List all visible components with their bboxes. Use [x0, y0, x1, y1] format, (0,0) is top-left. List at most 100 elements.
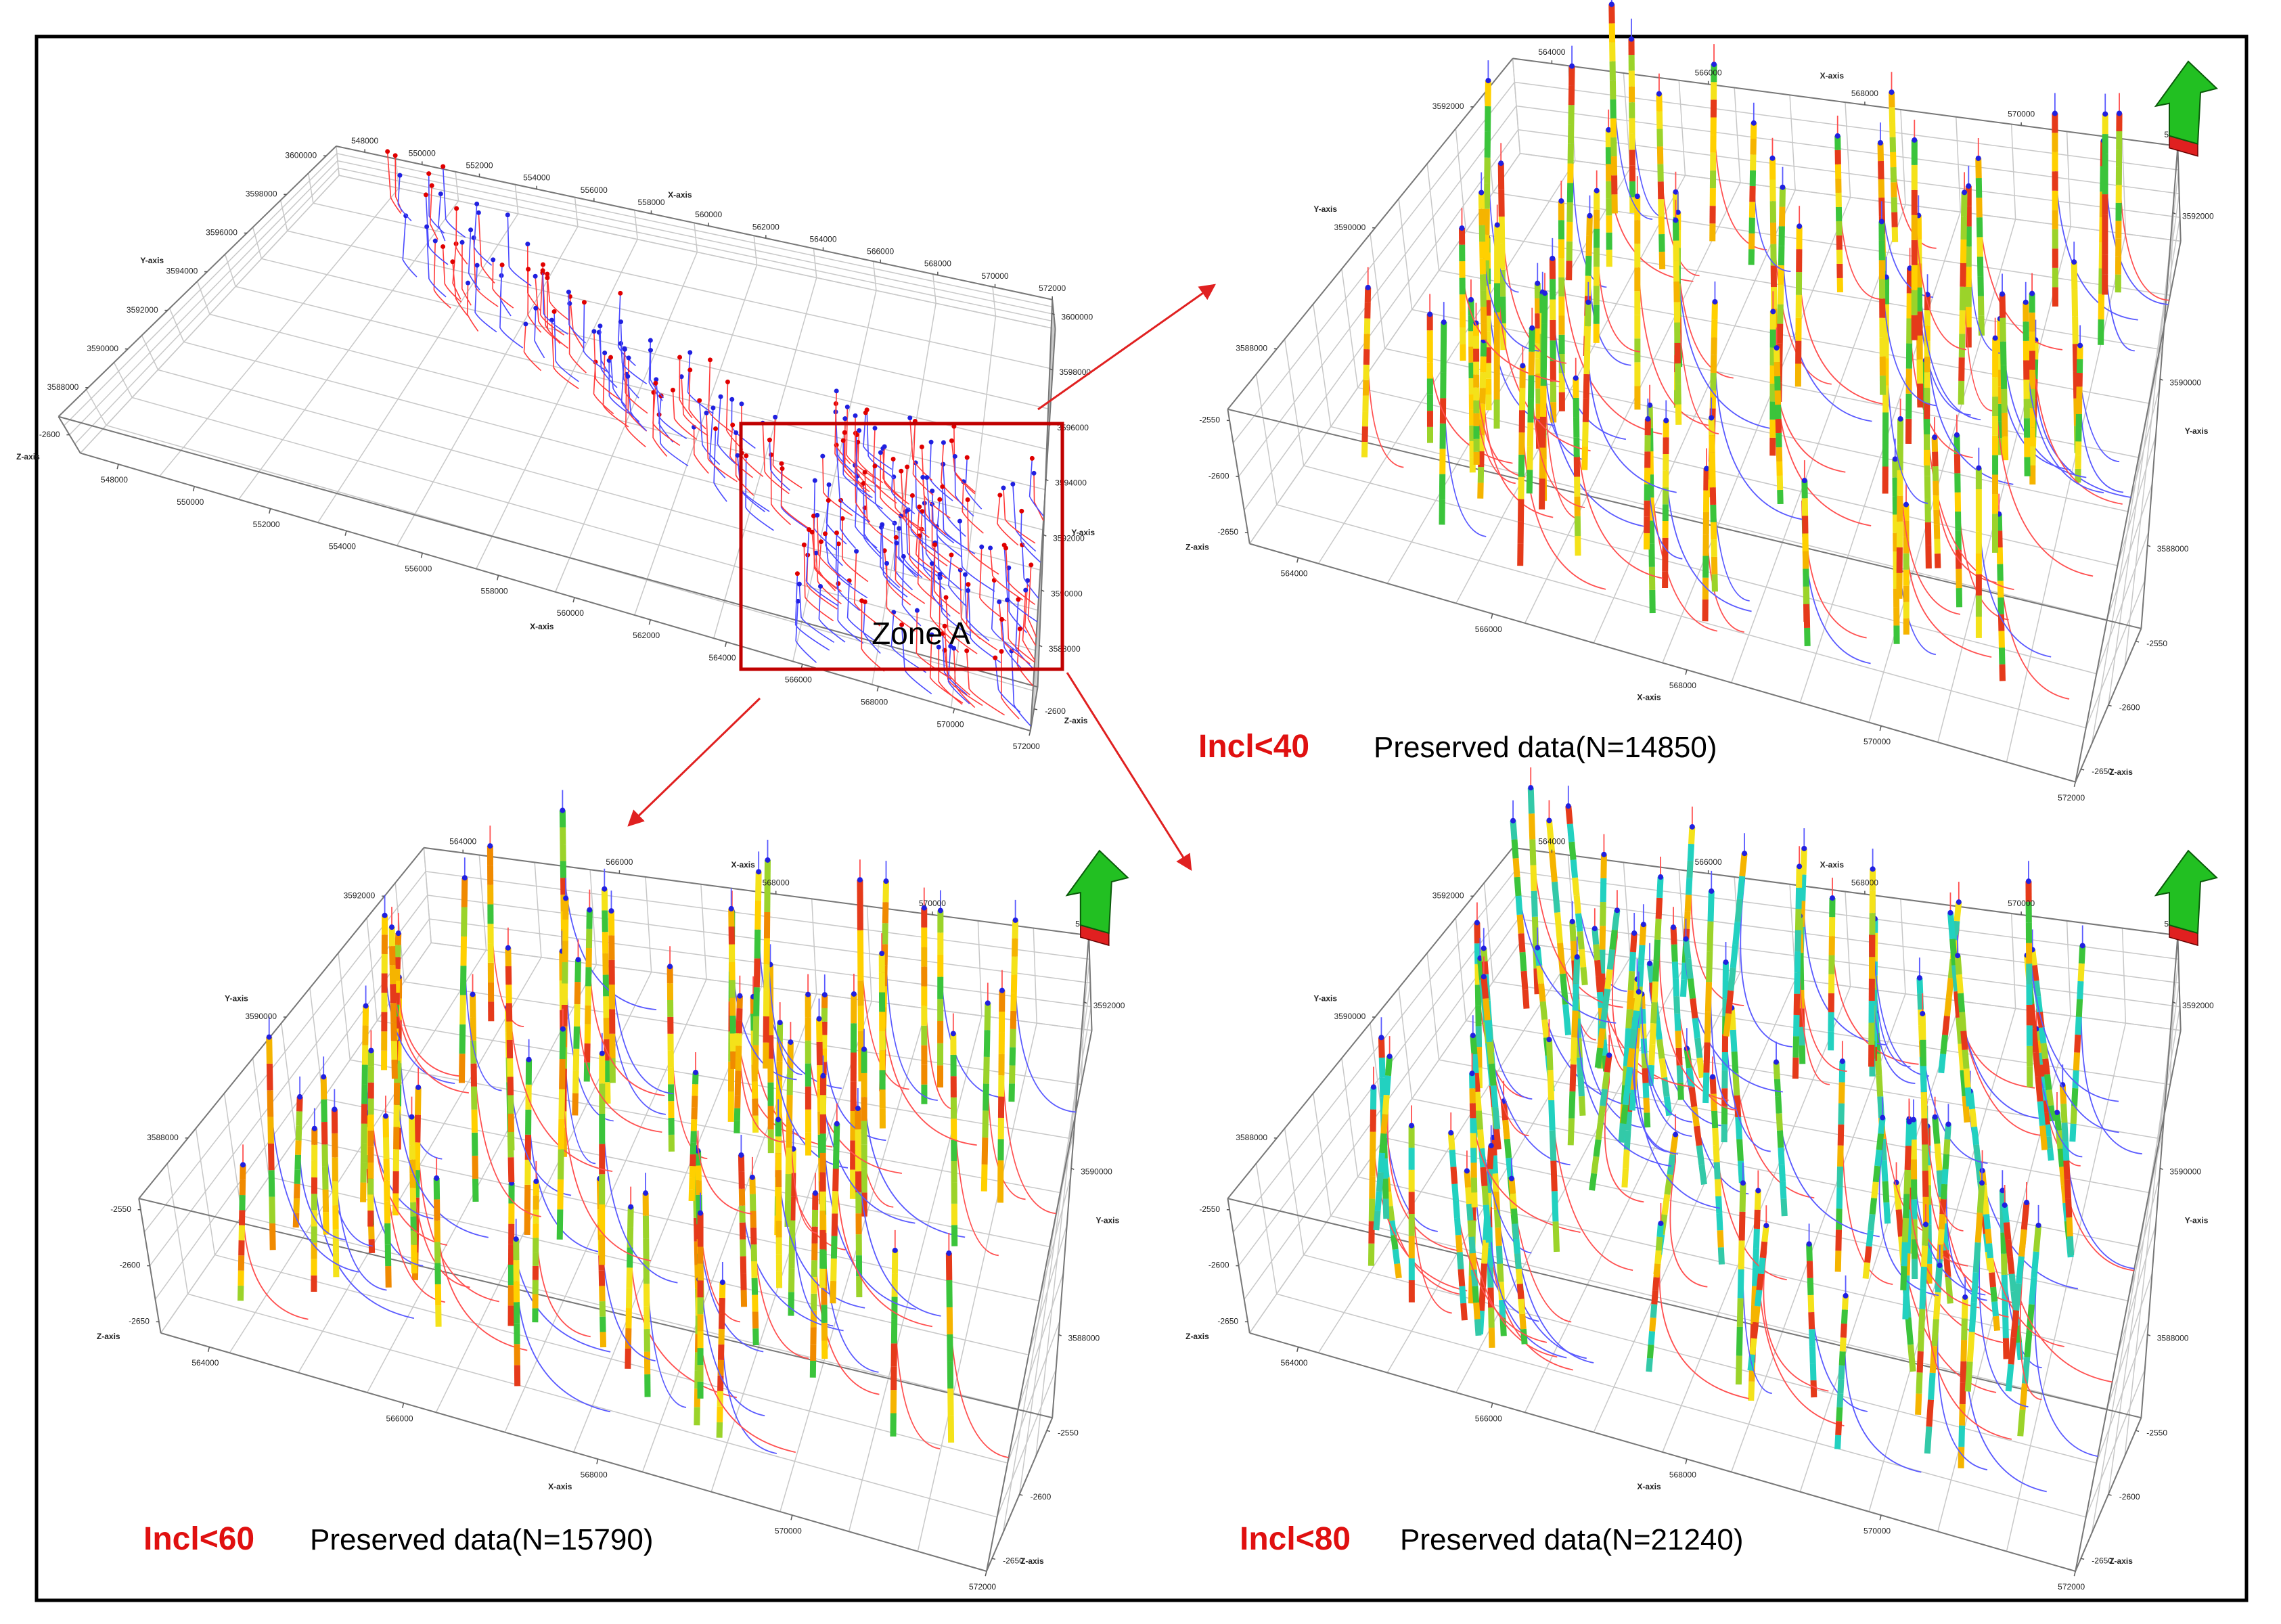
log-segment: [1779, 447, 1780, 461]
well-trajectory: [418, 1067, 499, 1302]
tick-label: 3598000: [246, 189, 277, 199]
well-head: [966, 497, 970, 502]
log-segment: [1988, 1229, 1989, 1244]
log-segment: [393, 1003, 394, 1022]
log-segment: [1456, 1201, 1458, 1218]
log-segment: [1625, 1169, 1626, 1188]
well-trajectory: [955, 456, 974, 516]
log-segment: [1713, 505, 1714, 522]
tick-label: 3596000: [206, 228, 238, 238]
well-trajectory: [398, 913, 459, 1076]
log-segment: [2001, 614, 2002, 631]
axis-title: Y-axis: [140, 256, 164, 265]
log-segment: [2075, 317, 2076, 344]
well-head: [1797, 223, 1802, 229]
log-segment: [2005, 436, 2006, 460]
well-head: [901, 554, 906, 559]
well-head: [382, 913, 388, 918]
well-head: [1955, 953, 1960, 958]
log-segment: [464, 878, 465, 907]
well-head: [2077, 343, 2083, 348]
tick-label: 568000: [1851, 89, 1878, 98]
well-head: [750, 1175, 755, 1180]
log-segment: [1687, 911, 1688, 928]
log-segment: [2040, 1102, 2042, 1126]
log-segment: [1961, 381, 1962, 405]
log-segment: [1795, 1058, 1796, 1079]
tick-mark: [117, 464, 118, 469]
well-head: [623, 347, 627, 352]
well-head: [667, 964, 673, 969]
log-segment: [1839, 1407, 1840, 1422]
well-head: [1797, 863, 1802, 869]
well-head: [1535, 945, 1540, 951]
well-head: [920, 475, 925, 480]
tick-label: 3588000: [2157, 1333, 2189, 1343]
log-segment: [1585, 398, 1586, 422]
log-segment: [386, 1137, 387, 1159]
well-head: [2023, 300, 2029, 305]
log-segment: [1991, 1258, 1992, 1273]
log-segment: [1012, 1047, 1013, 1066]
well-head: [1802, 478, 1807, 483]
well-head: [1378, 1035, 1384, 1040]
log-segment: [1945, 1154, 1946, 1169]
log-segment: [1893, 167, 1894, 182]
well-head: [910, 493, 915, 498]
log-segment: [1733, 945, 1735, 968]
tick-label: -2600: [39, 430, 60, 439]
log-segment: [1513, 821, 1514, 840]
log-segment: [1525, 990, 1527, 1009]
log-segment: [1385, 1095, 1386, 1114]
well-head: [1481, 974, 1487, 979]
log-segment: [1905, 1297, 1906, 1319]
wall-grid: [339, 175, 1055, 329]
tick-mark: [573, 597, 574, 602]
tick-label: 3590000: [1334, 1012, 1366, 1021]
log-segment: [1778, 405, 1779, 419]
well-head: [872, 464, 877, 468]
tick-mark: [2081, 769, 2084, 770]
log-segment: [1532, 328, 1533, 352]
well-head: [780, 466, 785, 471]
well-head: [940, 484, 945, 489]
log-segment: [788, 1148, 789, 1174]
log-segment: [1740, 1139, 1741, 1160]
tick-label: 550000: [409, 148, 436, 158]
axis-title: X-axis: [1820, 860, 1845, 870]
log-segment: [1962, 1012, 1964, 1031]
log-segment: [1964, 192, 1965, 216]
log-segment: [2070, 1236, 2071, 1255]
log-segment: [1929, 1400, 1931, 1427]
log-segment: [1950, 913, 1952, 939]
well-head: [769, 453, 773, 457]
well-trajectory: [1979, 448, 2051, 657]
tick-label: 3590000: [245, 1012, 277, 1021]
well-head: [415, 1085, 421, 1090]
log-segment: [1013, 1029, 1014, 1047]
well-head: [1932, 434, 1937, 440]
well-head: [1635, 194, 1640, 199]
well-head: [930, 561, 934, 566]
log-segment: [1941, 1214, 1942, 1229]
tick-label: -2600: [1031, 1492, 1052, 1502]
well-head: [756, 869, 761, 874]
log-segment: [1838, 1230, 1839, 1250]
log-segment: [576, 1049, 577, 1071]
log-segment: [398, 945, 399, 957]
log-segment: [1658, 919, 1659, 940]
tick-label: 570000: [775, 1526, 802, 1535]
tick-label: 564000: [1538, 837, 1565, 847]
well-head: [1709, 888, 1714, 894]
log-segment: [1495, 1107, 1497, 1129]
tick-label: 566000: [386, 1414, 413, 1424]
well-head: [1979, 1180, 1985, 1186]
tick-label: -2550: [2146, 639, 2167, 648]
tick-label: 570000: [919, 899, 946, 908]
log-segment: [1520, 915, 1521, 934]
well-head: [704, 411, 709, 415]
well-trajectory: [474, 204, 492, 265]
log-segment: [1464, 1303, 1465, 1320]
log-segment: [2045, 1101, 2046, 1113]
tick-mark: [1686, 1459, 1687, 1464]
